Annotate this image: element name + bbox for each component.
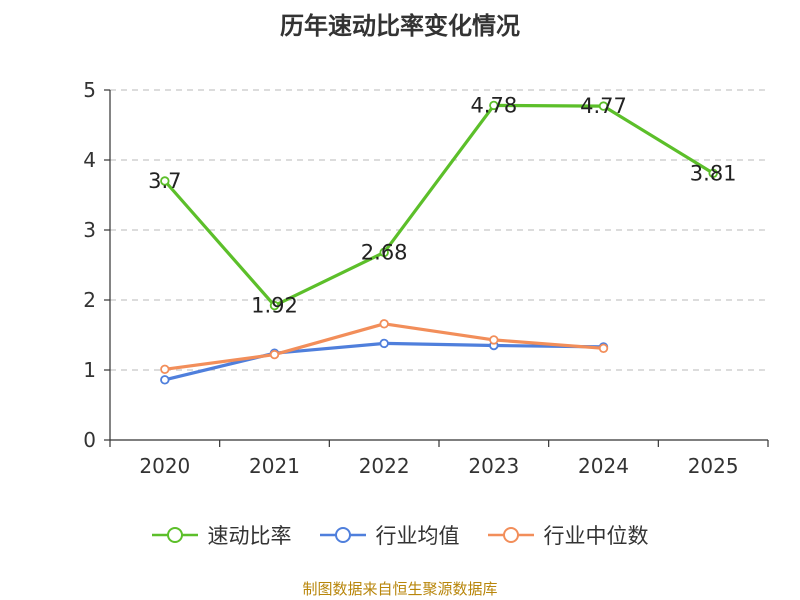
- y-tick-label: 3: [83, 218, 96, 242]
- legend-item-quick-ratio[interactable]: 速动比率: [151, 520, 292, 550]
- data-label: 4.78: [470, 93, 517, 117]
- data-point: [708, 168, 718, 178]
- x-tick-label: 2021: [249, 454, 300, 478]
- legend: 速动比率 行业均值 行业中位数: [0, 520, 800, 550]
- data-point: [160, 364, 170, 374]
- data-point: [269, 300, 280, 311]
- data-point: [489, 335, 499, 345]
- x-tick-label: 2025: [688, 454, 739, 478]
- x-tick-label: 2024: [578, 454, 629, 478]
- data-point: [160, 375, 170, 385]
- data-label: 3.81: [690, 161, 737, 185]
- data-point: [160, 176, 170, 186]
- y-tick-label: 0: [83, 428, 96, 452]
- data-point: [489, 100, 499, 111]
- legend-marker-quick-ratio-icon: [151, 527, 198, 543]
- y-tick-label: 1: [83, 358, 96, 382]
- data-label: 4.77: [580, 94, 627, 118]
- data-point: [379, 247, 389, 258]
- source-note: 制图数据来自恒生聚源数据库: [302, 580, 498, 598]
- legend-marker-industry-mean-icon: [319, 527, 366, 543]
- data-point: [269, 349, 280, 360]
- data-label: 3.7: [148, 169, 181, 193]
- x-tick-label: 2022: [359, 454, 410, 478]
- data-point: [598, 343, 609, 353]
- chart-title: 历年速动比率变化情况: [280, 12, 520, 40]
- y-tick-label: 5: [83, 78, 96, 102]
- data-point: [598, 101, 609, 111]
- legend-item-industry-mean[interactable]: 行业均值: [319, 520, 460, 550]
- data-label: 2.68: [361, 240, 408, 264]
- x-tick-label: 2020: [139, 454, 190, 478]
- data-point: [379, 319, 389, 329]
- y-tick-label: 4: [83, 148, 96, 172]
- legend-label-industry-median: 行业中位数: [543, 524, 649, 548]
- data-label: 1.92: [251, 294, 298, 318]
- x-tick-label: 2023: [468, 454, 519, 478]
- series-line: [163, 103, 715, 308]
- legend-label-quick-ratio: 速动比率: [207, 524, 292, 548]
- legend-marker-industry-median-icon: [487, 527, 534, 543]
- y-tick-label: 2: [83, 288, 96, 312]
- data-point: [379, 338, 389, 349]
- legend-item-industry-median[interactable]: 行业中位数: [487, 520, 649, 550]
- legend-label-industry-mean: 行业均值: [375, 524, 460, 548]
